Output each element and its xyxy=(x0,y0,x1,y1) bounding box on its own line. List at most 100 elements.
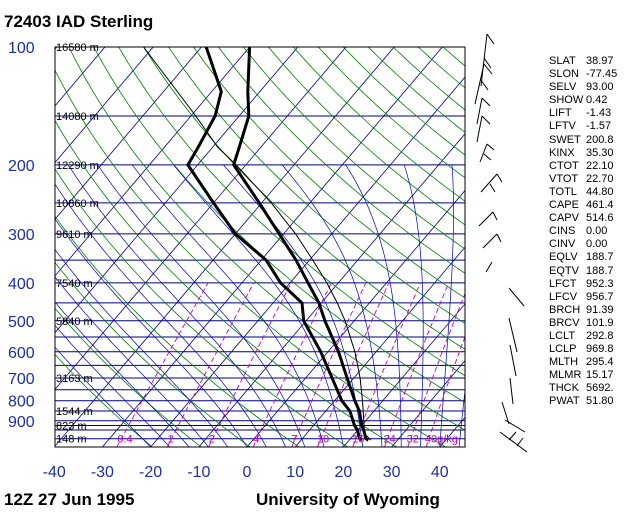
isotherm-line xyxy=(343,303,465,447)
dry-adiabat-line xyxy=(55,215,300,447)
index-name: LFCV xyxy=(549,290,578,303)
index-name: PWAT xyxy=(549,395,580,408)
pressure-label: 700 xyxy=(8,371,35,388)
height-label: 1544 m xyxy=(56,406,93,418)
wind-barb xyxy=(478,211,498,227)
mixing-ratio-label: 24 xyxy=(384,434,396,446)
index-name: CTOT xyxy=(549,159,579,172)
index-row: SLON -77.45 xyxy=(549,68,617,81)
index-name: CINS xyxy=(549,225,576,238)
mixing-ratio-line xyxy=(252,282,332,447)
isotherm-line xyxy=(391,360,465,447)
dry-adiabat-line xyxy=(218,47,465,274)
stability-indices: SLAT 38.97 SLON -77.45 SELV 93.00 SHOW 0.42 LIFT… xyxy=(549,55,617,409)
wind-barb xyxy=(485,261,493,273)
isotherm-line xyxy=(294,246,465,447)
temperature-tick-label: 30 xyxy=(383,464,401,481)
index-row: SELV 93.00 xyxy=(549,81,617,94)
index-name: LFTV xyxy=(549,120,576,133)
index-row: BRCV 101.9 xyxy=(549,317,617,330)
height-label: 12290 m xyxy=(56,160,99,172)
index-row: CAPV 514.6 xyxy=(549,212,617,225)
plot-frame xyxy=(54,46,466,448)
wind-barb xyxy=(509,377,514,405)
dry-adiabat-line xyxy=(268,47,465,226)
index-name: SWET xyxy=(549,133,581,146)
index-value: 51.80 xyxy=(586,395,614,408)
wind-barbs xyxy=(474,33,528,453)
data-source: University of Wyoming xyxy=(256,490,440,509)
wind-barb xyxy=(480,33,495,87)
dry-adiabat-line xyxy=(55,261,251,447)
dry-adiabat-line xyxy=(93,47,465,404)
index-name: EQLV xyxy=(549,251,578,264)
moist-adiabat-line xyxy=(97,164,306,447)
index-value: 35.30 xyxy=(586,146,614,159)
index-row: MLTH 295.4 xyxy=(549,356,617,369)
moist-adiabat-line xyxy=(55,346,151,447)
moist-adiabat-line xyxy=(55,183,267,447)
dry-adiabat-line xyxy=(55,307,202,447)
wind-barb xyxy=(504,419,526,433)
index-row: LIFT -1.43 xyxy=(549,107,617,120)
index-value: 514.6 xyxy=(586,212,614,225)
index-value: 952.3 xyxy=(586,277,614,290)
temperature-tick-label: 40 xyxy=(431,464,449,481)
pressure-label: 500 xyxy=(8,314,35,331)
mixing-ratio-line xyxy=(208,282,292,447)
height-label: 3163 m xyxy=(56,373,93,385)
index-value: 101.9 xyxy=(586,316,614,329)
moist-adiabat-line xyxy=(345,164,402,447)
index-name: SHOW xyxy=(549,94,584,107)
dry-adiabat-line xyxy=(243,47,465,250)
index-row: BRCH 91.39 xyxy=(549,304,617,317)
mixing-ratio-label: 2 xyxy=(209,434,215,446)
dry-adiabat-line xyxy=(168,47,465,324)
index-name: LCLP xyxy=(549,343,577,356)
moist-adiabat-line xyxy=(55,276,209,447)
isotherm-line xyxy=(55,47,299,334)
pressure-label: 300 xyxy=(8,227,35,244)
index-value: 22.70 xyxy=(586,172,614,185)
moist-adiabat-line xyxy=(67,164,286,447)
moist-adiabat-line xyxy=(403,164,424,447)
height-label: 823 m xyxy=(56,420,87,432)
index-row: SWET 200.8 xyxy=(549,134,617,147)
temperature-tick-label: -40 xyxy=(43,464,66,481)
moist-adiabat-line xyxy=(223,164,364,447)
pressure-label: 600 xyxy=(8,345,35,362)
height-label: 7540 m xyxy=(56,278,93,290)
index-value: 188.7 xyxy=(586,251,614,264)
height-label: 16580 m xyxy=(56,42,99,54)
wind-barb xyxy=(501,401,510,425)
index-value: -77.45 xyxy=(586,68,618,81)
index-row: EQLV 188.7 xyxy=(549,251,617,264)
dry-adiabat-line xyxy=(193,47,465,299)
mixing-ratio-line xyxy=(166,282,255,447)
index-row: LCLT 292.8 xyxy=(549,330,617,343)
moist-adiabat-line xyxy=(281,164,383,447)
pressure-label: 400 xyxy=(8,276,35,293)
pressure-label: 100 xyxy=(8,40,35,57)
index-name: VTOT xyxy=(549,172,579,185)
wind-barb xyxy=(509,344,517,377)
moist-adiabat-line xyxy=(55,301,190,447)
index-row: CINV 0.00 xyxy=(549,238,617,251)
mixing-ratio-label: 7 xyxy=(291,434,297,446)
index-value: 0.00 xyxy=(586,225,608,238)
chart-grid xyxy=(55,47,465,447)
mixing-ratio-line xyxy=(425,335,465,447)
index-row: LFCT 952.3 xyxy=(549,278,617,291)
index-value: 295.4 xyxy=(586,356,614,369)
index-value: 15.17 xyxy=(586,369,614,382)
index-row: VTOT 22.70 xyxy=(549,173,617,186)
dry-adiabat-line xyxy=(55,168,349,447)
height-label: 9610 m xyxy=(56,229,93,241)
index-name: MLTH xyxy=(549,356,579,369)
wind-barb xyxy=(508,317,518,353)
isotherm-line xyxy=(55,47,154,164)
isotherm-line xyxy=(55,47,202,220)
mixing-ratio-line xyxy=(316,282,390,447)
mixing-ratio-label: 16 xyxy=(352,434,364,446)
